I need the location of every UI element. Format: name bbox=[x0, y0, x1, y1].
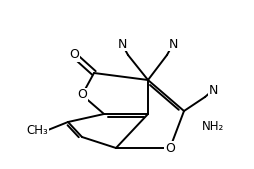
Text: NH₂: NH₂ bbox=[202, 119, 224, 132]
Text: O: O bbox=[77, 89, 87, 102]
Text: O: O bbox=[69, 49, 79, 62]
Text: O: O bbox=[165, 141, 175, 154]
Text: CH₃: CH₃ bbox=[26, 124, 48, 137]
Text: N: N bbox=[117, 38, 127, 51]
Text: N: N bbox=[208, 83, 218, 96]
Text: N: N bbox=[168, 38, 178, 51]
